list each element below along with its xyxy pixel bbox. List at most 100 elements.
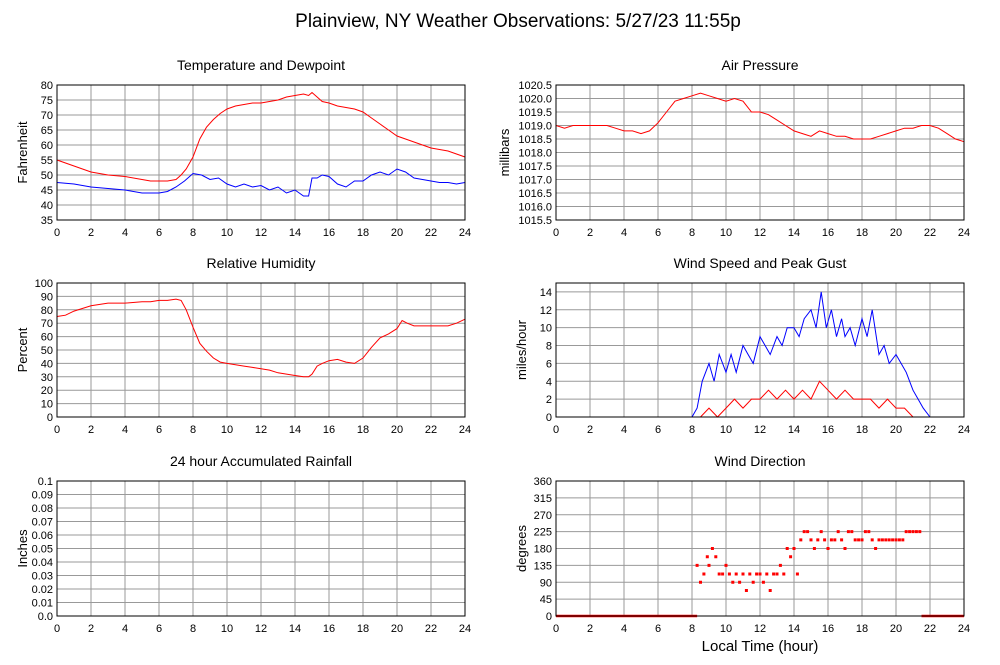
y-tick-label: 60 <box>41 332 53 344</box>
wind-direction-point <box>911 530 915 534</box>
x-tick-label: 20 <box>890 623 902 635</box>
plot-frame <box>56 480 466 617</box>
wind-direction-point <box>867 530 871 534</box>
x-tick-label: 12 <box>255 424 267 436</box>
wind-direction-point <box>843 547 847 550</box>
x-tick-label: 2 <box>88 227 94 239</box>
x-tick-label: 12 <box>754 424 766 436</box>
y-tick-label: 1020.0 <box>518 94 552 106</box>
wind-direction-point <box>768 589 772 592</box>
x-tick-label: 8 <box>689 227 695 239</box>
x-tick-label: 6 <box>655 424 661 436</box>
wind-direction-point <box>891 538 895 542</box>
y-axis-label: Percent <box>15 327 30 372</box>
x-tick-label: 10 <box>221 623 233 635</box>
wind-direction-point <box>705 555 709 559</box>
x-tick-label: 4 <box>621 623 627 635</box>
y-tick-label: 80 <box>41 80 53 92</box>
wind-direction-point <box>894 538 898 542</box>
y-tick-label: 70 <box>41 318 53 330</box>
peak_gust-line <box>556 291 964 418</box>
x-tick-label: 8 <box>190 623 196 635</box>
x-tick-label: 18 <box>357 424 369 436</box>
x-tick-label: 14 <box>289 623 301 635</box>
y-axis-label: millibars <box>497 128 512 176</box>
y-axis-label: Inches <box>15 529 30 568</box>
wind-direction-point <box>792 547 796 550</box>
x-tick-label: 20 <box>890 424 902 436</box>
x-tick-label: 22 <box>425 623 437 635</box>
temperature-line <box>56 91 466 182</box>
x-tick-label: 10 <box>720 424 732 436</box>
x-tick-label: 22 <box>924 623 936 635</box>
x-tick-label: 6 <box>655 227 661 239</box>
x-tick-label: 0 <box>553 424 559 436</box>
y-tick-label: 4 <box>546 376 552 388</box>
plot-frame <box>555 282 965 418</box>
wind-direction-point <box>840 538 844 542</box>
x-tick-label: 4 <box>122 424 128 436</box>
y-tick-label: 1020.5 <box>518 80 552 92</box>
x-tick-label: 0 <box>54 623 60 635</box>
x-tick-label: 2 <box>88 623 94 635</box>
plot-frame <box>555 480 965 617</box>
y-tick-label: 135 <box>534 560 552 572</box>
wind-direction-point <box>918 530 922 534</box>
chart-title: Relative Humidity <box>207 255 316 271</box>
x-tick-label: 12 <box>255 227 267 239</box>
y-tick-label: 60 <box>41 140 53 152</box>
y-tick-label: 45 <box>41 185 53 197</box>
x-tick-label: 0 <box>553 227 559 239</box>
chart-title: Temperature and Dewpoint <box>177 57 345 73</box>
x-tick-label: 14 <box>788 227 800 239</box>
wind-direction-point <box>782 572 786 576</box>
wind_speed-line <box>556 380 964 418</box>
x-tick-label: 20 <box>890 227 902 239</box>
wind-direction-point <box>789 555 793 559</box>
x-tick-label: 16 <box>323 623 335 635</box>
wind-direction-point <box>819 530 823 534</box>
y-tick-label: 70 <box>41 110 53 122</box>
wind-direction-point <box>908 530 912 534</box>
y-tick-label: 0 <box>546 412 552 424</box>
y-tick-label: 1019.5 <box>518 107 552 119</box>
y-axis-label: Fahrenheit <box>15 121 30 184</box>
y-tick-label: 45 <box>540 594 552 606</box>
y-tick-label: 65 <box>41 125 53 137</box>
wind-direction-point <box>710 547 714 550</box>
y-tick-label: 6 <box>546 358 552 370</box>
x-tick-label: 6 <box>655 623 661 635</box>
x-tick-label: 16 <box>822 424 834 436</box>
humidity-line <box>56 298 466 378</box>
y-tick-label: 80 <box>41 305 53 317</box>
x-tick-label: 22 <box>924 424 936 436</box>
y-tick-label: 360 <box>534 476 552 488</box>
wind-direction-point <box>748 572 752 576</box>
y-tick-label: 0.08 <box>32 503 53 515</box>
wind-direction-point <box>755 572 759 576</box>
x-tick-label: 22 <box>425 424 437 436</box>
x-tick-label: 4 <box>122 227 128 239</box>
y-tick-label: 55 <box>41 155 53 167</box>
x-tick-label: 14 <box>788 623 800 635</box>
x-tick-label: 16 <box>822 623 834 635</box>
y-tick-label: 1018.0 <box>518 148 552 160</box>
x-tick-label: 4 <box>621 424 627 436</box>
wind-direction-point <box>816 538 820 542</box>
wind-direction-point <box>914 530 918 534</box>
x-tick-label: 20 <box>391 227 403 239</box>
x-tick-label: 10 <box>221 424 233 436</box>
x-tick-label: 22 <box>425 227 437 239</box>
wind-direction-point <box>823 538 827 542</box>
wind-direction-point <box>877 538 881 542</box>
wind-direction-point <box>857 538 861 542</box>
x-tick-label: 16 <box>323 227 335 239</box>
y-tick-label: 225 <box>534 527 552 539</box>
wind-direction-point <box>870 538 874 542</box>
